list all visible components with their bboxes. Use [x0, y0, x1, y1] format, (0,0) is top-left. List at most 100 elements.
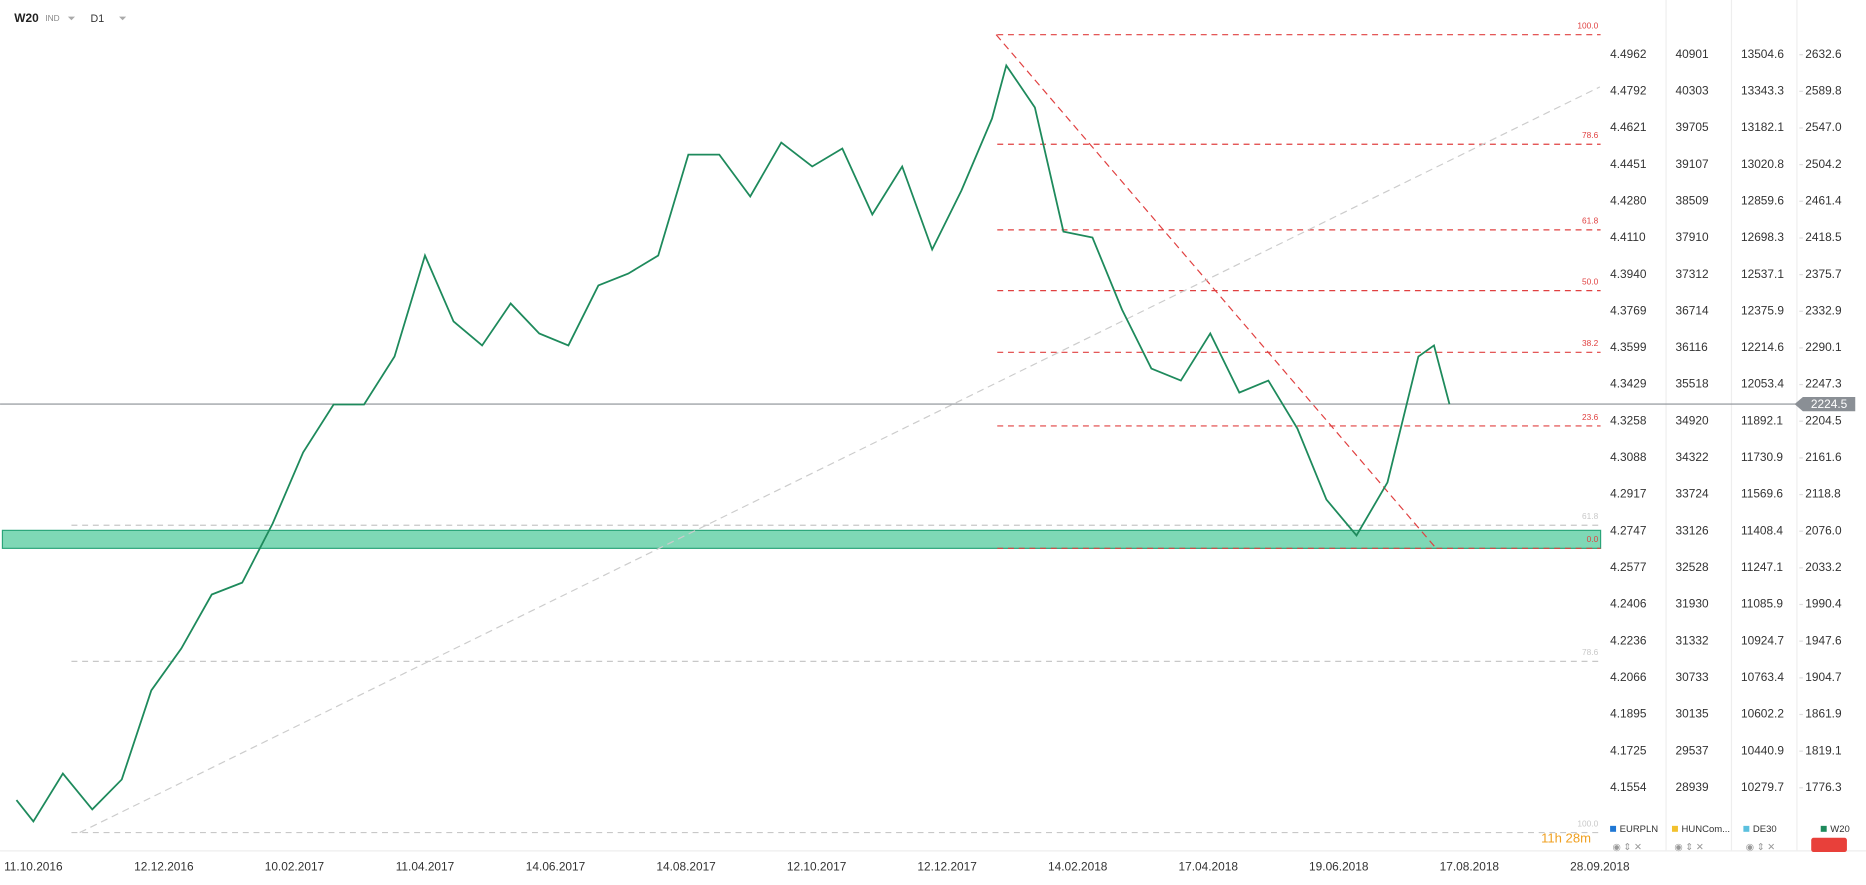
alt-axis-label: 4.2236	[1610, 633, 1647, 647]
fib-label: 61.8	[1582, 511, 1599, 521]
alt-axis-label: 37312	[1676, 267, 1709, 281]
y-tick-label: 2290.1	[1805, 340, 1842, 354]
alt-axis-label: 10924.7	[1741, 633, 1784, 647]
alt-axis-label: 30135	[1676, 707, 1709, 721]
legend-swatch[interactable]	[1820, 825, 1827, 832]
y-tick-label: 2161.6	[1805, 450, 1842, 464]
legend-label[interactable]: W20	[1830, 824, 1850, 835]
fib-label: 0.0	[1587, 534, 1599, 544]
alt-axis-label: 38509	[1676, 193, 1709, 207]
alt-axis-label: 4.3940	[1610, 267, 1647, 281]
legend-active[interactable]	[1811, 837, 1847, 853]
alt-axis-label: 12053.4	[1741, 377, 1784, 391]
fib-label: 78.6	[1582, 647, 1599, 657]
alt-axis-label: 31930	[1676, 597, 1709, 611]
interval[interactable]: D1	[90, 13, 104, 25]
legend-controls[interactable]: ◉ ⇕ ✕	[1612, 842, 1642, 853]
alt-axis-label: 4.2577	[1610, 560, 1646, 574]
alt-axis-label: 10279.7	[1741, 780, 1784, 794]
alt-axis-label: 29537	[1676, 743, 1709, 757]
x-tick-label: 11.10.2016	[4, 860, 63, 874]
alt-axis-label: 11085.9	[1741, 597, 1783, 611]
alt-axis-label: 10440.9	[1741, 743, 1784, 757]
y-tick-label: 2547.0	[1805, 120, 1842, 134]
alt-axis-label: 4.4110	[1610, 230, 1646, 244]
legend-label[interactable]: HUNCom...	[1682, 824, 1731, 835]
legend-controls[interactable]: ◉ ⇕ ✕	[1674, 842, 1704, 853]
y-tick-label: 1990.4	[1805, 597, 1842, 611]
alt-axis-label: 12698.3	[1741, 230, 1784, 244]
y-tick-label: 1776.3	[1805, 780, 1842, 794]
alt-axis-label: 13343.3	[1741, 83, 1784, 97]
fib-label: 50.0	[1582, 277, 1599, 287]
symbol-type: IND	[45, 13, 59, 23]
y-tick-label: 1947.6	[1805, 633, 1842, 647]
fib-label: 61.8	[1582, 216, 1599, 226]
symbol[interactable]: W20	[14, 11, 39, 25]
legend-label[interactable]: DE30	[1753, 824, 1777, 835]
dropdown-icon[interactable]	[67, 16, 76, 21]
alt-axis-label: 10602.2	[1741, 707, 1784, 721]
alt-axis-label: 4.3429	[1610, 377, 1647, 391]
alt-axis-label: 11408.4	[1741, 523, 1783, 537]
x-tick-label: 10.02.2017	[265, 860, 324, 874]
alt-axis-label: 36714	[1676, 303, 1709, 317]
fib-label: 38.2	[1582, 338, 1599, 348]
y-tick-label: 2033.2	[1805, 560, 1841, 574]
legend-label[interactable]: EURPLN	[1620, 824, 1659, 835]
legend-swatch[interactable]	[1743, 825, 1750, 832]
alt-axis-label: 4.4451	[1610, 157, 1647, 171]
alt-axis-label: 4.4280	[1610, 193, 1647, 207]
y-tick-label: 2461.4	[1805, 193, 1842, 207]
alt-axis-label: 4.1895	[1610, 707, 1647, 721]
fib-label: 100.0	[1577, 818, 1598, 828]
alt-axis-label: 4.1554	[1610, 780, 1647, 794]
y-tick-label: 2632.6	[1805, 47, 1842, 61]
alt-axis-label: 4.4621	[1610, 120, 1647, 134]
alt-axis-label: 34920	[1676, 413, 1709, 427]
alt-axis-label: 28939	[1676, 780, 1709, 794]
alt-axis-label: 39107	[1676, 157, 1709, 171]
alt-axis-label: 40303	[1676, 83, 1709, 97]
alt-axis-label: 36116	[1676, 340, 1709, 354]
timer: 11h 28m	[1541, 830, 1591, 845]
alt-axis-label: 35518	[1676, 377, 1709, 391]
y-tick-label: 2418.5	[1805, 230, 1842, 244]
alt-axis-label: 33126	[1676, 523, 1709, 537]
legend-controls[interactable]: ◉ ⇕ ✕	[1746, 842, 1776, 853]
fib-label: 78.6	[1582, 130, 1599, 140]
y-tick-label: 1904.7	[1805, 670, 1841, 684]
alt-axis-label: 34322	[1676, 450, 1709, 464]
trend-line	[995, 34, 1437, 549]
alt-axis-label: 11892.1	[1741, 413, 1783, 427]
y-tick-label: 2375.7	[1805, 267, 1841, 281]
dropdown-icon[interactable]	[119, 16, 127, 21]
alt-axis-label: 39705	[1676, 120, 1709, 134]
x-tick-label: 12.10.2017	[787, 860, 846, 874]
alt-axis-label: 12859.6	[1741, 193, 1784, 207]
y-tick-label: 2204.5	[1805, 413, 1842, 427]
x-tick-label: 19.06.2018	[1309, 860, 1369, 874]
alt-axis-label: 13182.1	[1741, 120, 1784, 134]
alt-axis-label: 31332	[1676, 633, 1709, 647]
alt-axis-label: 37910	[1676, 230, 1709, 244]
x-tick-label: 17.04.2018	[1179, 860, 1239, 874]
price-badge	[1794, 396, 1856, 412]
alt-axis-label: 4.4962	[1610, 47, 1646, 61]
x-tick-label: 28.09.2018	[1570, 860, 1630, 874]
support-zone	[1, 529, 1602, 549]
alt-axis-label: 33724	[1676, 487, 1709, 501]
alt-axis-label: 4.3258	[1610, 413, 1647, 427]
legend-swatch[interactable]	[1610, 825, 1617, 832]
y-tick-label: 2589.8	[1805, 83, 1842, 97]
legend-swatch[interactable]	[1671, 825, 1678, 832]
alt-axis-label: 4.2406	[1610, 597, 1647, 611]
alt-axis-label: 30733	[1676, 670, 1709, 684]
price-badge-label: 2224.5	[1811, 397, 1848, 411]
y-tick-label: 1861.9	[1805, 707, 1842, 721]
y-tick-label: 2076.0	[1805, 523, 1842, 537]
alt-axis-label: 10763.4	[1741, 670, 1784, 684]
alt-axis-label: 4.2066	[1610, 670, 1647, 684]
